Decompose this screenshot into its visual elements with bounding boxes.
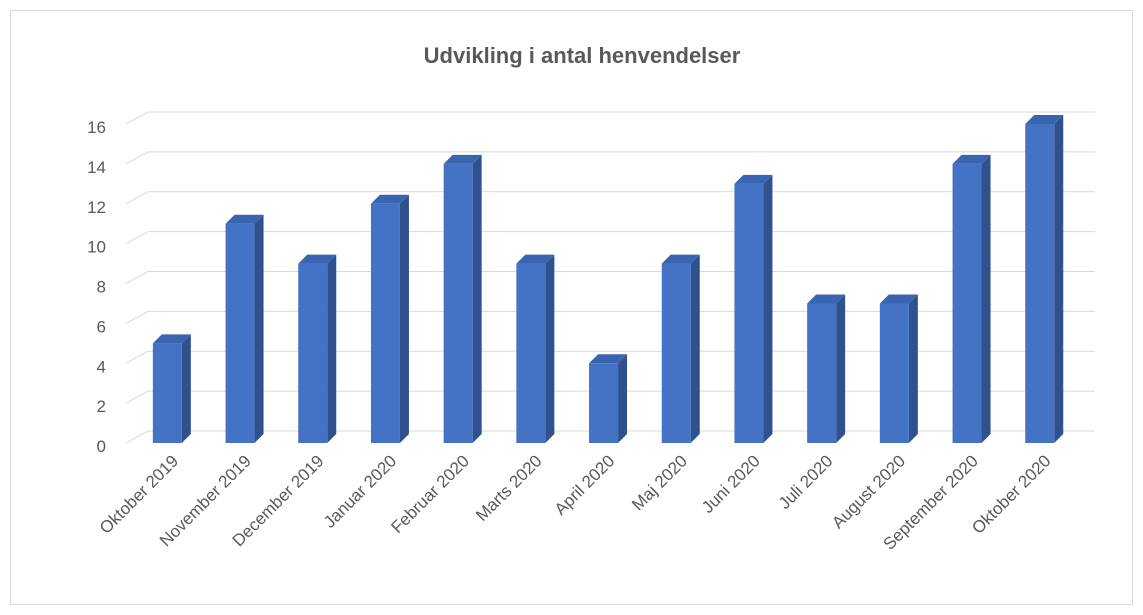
y-tick-label: 16 [87,118,106,137]
y-tick-label: 4 [97,357,106,376]
bar-side [254,214,264,443]
y-tick-label: 2 [97,397,106,416]
bar [1025,124,1055,443]
bar-side [399,194,409,443]
grid-line [125,390,1095,404]
bar [952,163,982,443]
y-tick-label: 6 [97,317,106,336]
bar [807,303,837,443]
bar [370,203,400,443]
bar-top [370,194,409,204]
bar-top [1025,115,1064,124]
bar [152,343,182,443]
grid-line [125,310,1095,324]
y-tick-label: 14 [87,158,106,177]
chart-border [10,10,1133,605]
bar [734,183,764,443]
bar [516,263,546,443]
bar-top [807,294,846,304]
bar [225,223,255,443]
y-tick-label: 12 [87,198,106,217]
grid-line [125,430,1095,444]
grid-line [125,271,1095,284]
bar-side [690,254,700,443]
chart-title: Udvikling i antal henvendelser [424,43,741,68]
y-tick-label: 10 [87,238,106,257]
bar [443,163,473,443]
bar-top [589,354,628,364]
bar-top [661,254,700,264]
bar-top [225,214,264,224]
bar-side [618,354,628,443]
grid-line [125,191,1095,205]
bar-side [763,174,773,443]
bar-side [327,254,337,443]
bar-side [981,154,991,443]
grid-line [125,350,1095,364]
grid-line [125,111,1095,125]
bar-top [443,154,482,164]
bar-side [545,254,555,443]
bar [879,303,909,443]
bar-side [181,334,191,443]
bar [589,363,619,443]
bar-side [908,294,918,443]
bar-side [472,154,482,443]
y-tick-label: 0 [97,437,106,456]
bar-top [152,334,191,344]
grid-line [125,151,1095,165]
bar-top [516,254,555,264]
y-tick-label: 8 [97,278,106,297]
bar [661,263,691,443]
bar-top [298,254,337,264]
bar-side [1054,115,1064,443]
grid-line [125,231,1095,245]
bar-top [952,154,991,164]
bar-top [879,294,918,304]
bar-top [734,174,773,184]
bar-side [836,294,846,443]
bar [298,263,328,443]
